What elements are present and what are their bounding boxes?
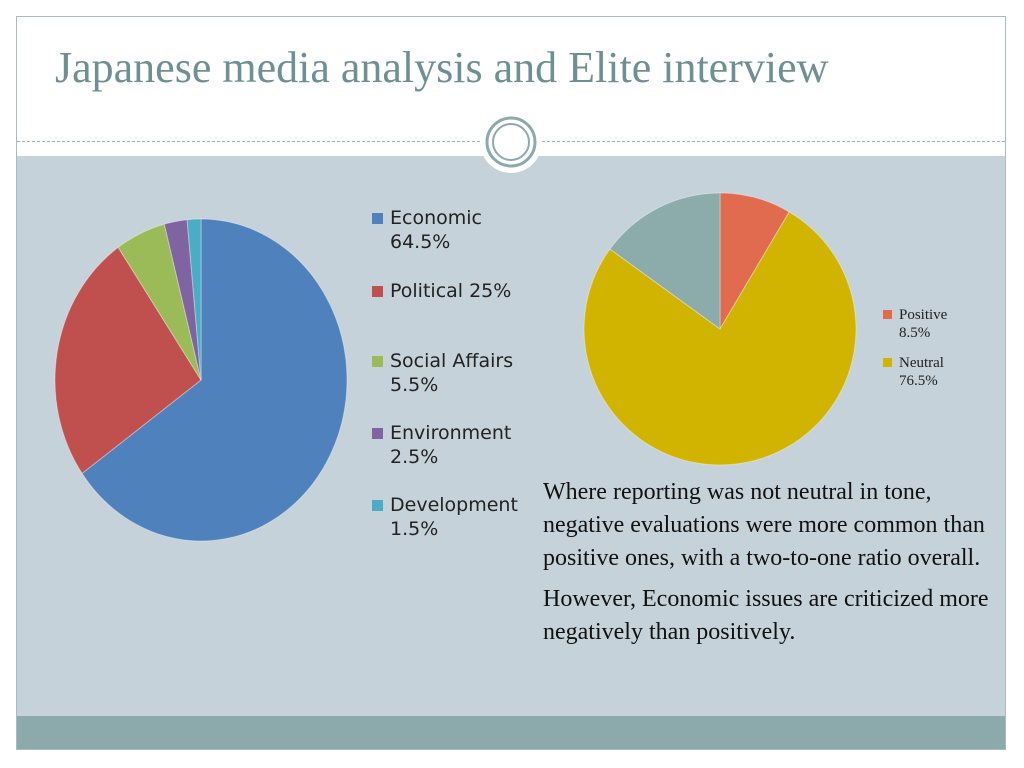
legend-1-item-development: Development 1.5% [372, 493, 540, 541]
legend-swatch [372, 213, 383, 224]
body-text: Where reporting was not neutral in tone,… [543, 476, 1013, 657]
body-paragraph-2: However, Economic issues are criticized … [543, 586, 989, 645]
legend-label-name: Positive [899, 307, 948, 323]
legend-label: Development 1.5% [390, 493, 540, 541]
legend-1-item-political: Political 25% [372, 279, 540, 303]
legend-swatch [372, 356, 383, 367]
slide-title: Japanese media analysis and Elite interv… [55, 43, 829, 92]
footer-band [17, 716, 1005, 749]
legend-1-item-environment: Environment 2.5% [372, 421, 540, 469]
legend-label-value: 8.5% [899, 325, 931, 341]
legend-label-value: 76.5% [899, 373, 938, 389]
legend-label-name: Development [390, 494, 518, 516]
legend-label: Economic 64.5% [390, 206, 540, 254]
legend-label-value: 64.5% [390, 231, 451, 253]
legend-label-value: 1.5% [390, 518, 439, 540]
legend-label-name: Environment [390, 422, 512, 444]
legend-2-item-neutral: Neutral 76.5% [883, 354, 979, 390]
legend-swatch [883, 358, 892, 367]
legend-label-value: 5.5% [390, 374, 439, 396]
legend-2-item-positive: Positive 8.5% [883, 306, 979, 342]
legend-swatch [372, 428, 383, 439]
legend-label: Positive 8.5% [899, 306, 979, 342]
legend-label: Environment 2.5% [390, 421, 540, 469]
legend-label-name: Political 25% [390, 280, 512, 302]
legend-label: Social Affairs 5.5% [390, 349, 540, 397]
legend-swatch [372, 286, 383, 297]
legend-swatch [372, 500, 383, 511]
legend-label: Neutral 76.5% [899, 354, 979, 390]
legend-1-item-social: Social Affairs 5.5% [372, 349, 540, 397]
legend-label: Political 25% [390, 279, 540, 303]
legend-label-value: 2.5% [390, 446, 439, 468]
legend-swatch [883, 310, 892, 319]
legend-1-item-economic: Economic 64.5% [372, 206, 540, 254]
body-paragraph-1: Where reporting was not neutral in tone,… [543, 479, 985, 571]
legend-label-name: Neutral [899, 355, 944, 371]
legend-label-name: Economic [390, 207, 482, 229]
legend-label-name: Social Affairs [390, 350, 514, 372]
circle-ornament-icon [480, 111, 542, 173]
